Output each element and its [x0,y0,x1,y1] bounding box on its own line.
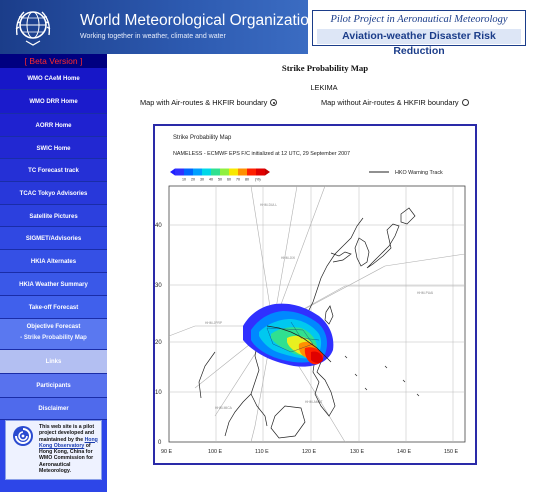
sidebar-item-disclaimer[interactable]: Disclaimer [0,398,107,420]
sidebar-item-label: Satellite Pictures [29,214,78,220]
colorbar-tick: 70 [236,178,240,182]
route-label: HHM-JPRP [205,321,223,325]
option-with-label: Map with Air-routes & HKFIR boundary [140,98,268,107]
strike-probability-swath [243,303,334,367]
colorbar-tick: (%) [255,178,261,182]
radio-with-airroutes[interactable] [270,99,278,106]
hko-link[interactable]: Hong Kong Observatory [39,436,98,449]
wmo-banner: World Meteorological Organization Workin… [0,0,318,54]
sidebar-item-tcac-tokyo-advisories[interactable]: TCAC Tokyo Advisories [0,182,107,205]
sidebar-nav: [ Beta Version ] WMO CAeM Home WMO DRR H… [0,54,107,492]
about-box: This web site is a pilot project develop… [5,420,102,480]
sidebar-item-label: TC Forecast track [28,168,79,174]
lon-label: 140 E [397,449,411,455]
lat-label: 30 [155,283,162,289]
sidebar-item-hkia-weather-summary[interactable]: HKIA Weather Summary [0,273,107,296]
lat-label: 40 [155,223,162,229]
sidebar-item-participants[interactable]: Participants [0,374,107,398]
map-subtitle: NAMELESS - ECMWF EPS F/C initialized at … [173,151,350,157]
sidebar-item-sigmet-advisories[interactable]: SIGMET/Advisories [0,227,107,250]
lon-label: 100 E [208,449,222,455]
lon-label: 90 E [161,449,172,455]
option-without-airroutes[interactable]: Map without Air-routes & HKFIR boundary [321,98,469,107]
lon-label: 120 E [302,449,316,455]
sidebar-item-satellite-pictures[interactable]: Satellite Pictures [0,205,107,227]
lon-label: 110 E [255,449,269,455]
colorbar-tick: 30 [200,178,204,182]
sidebar-item-take-off-forecast[interactable]: Take-off Forecast [0,296,107,319]
pilot-project-banner: Pilot Project in Aeronautical Meteorolog… [312,10,526,57]
strike-probability-map: Strike Probability Map NAMELESS - ECMWF … [153,124,477,465]
sidebar-item-label: Objective Forecast [26,324,81,330]
sidebar-subitem-label: - Strike Probability Map [20,335,87,341]
probability-colorbar: 10 20 30 40 50 60 70 80 (%) [170,168,270,182]
sidebar-item-label: Participants [36,383,71,389]
beta-label: [ Beta Version ] [0,54,107,68]
lon-label: 150 E [444,449,458,455]
map-image: Strike Probability Map NAMELESS - ECMWF … [155,135,466,455]
sidebar-item-label: SIGMET/Advisories [25,236,82,242]
storm-name: LEKIMA [310,83,338,92]
about-text-2: of Hong Kong, China for WMO Commission f… [39,442,94,475]
colorbar-tick: 10 [182,178,186,182]
sidebar-item-label: SWIC Home [36,146,71,152]
sidebar-item-aorr-home[interactable]: AORR Home [0,114,107,137]
sidebar-item-label: Take-off Forecast [28,305,79,311]
org-tagline: Working together in weather, climate and… [80,33,226,40]
sidebar-item-label: Links [45,359,62,365]
radio-without-airroutes[interactable] [461,99,469,106]
colorbar-tick: 50 [218,178,222,182]
sidebar-item-wmo-drr-home[interactable]: WMO DRR Home [0,90,107,114]
sidebar-item-label: TCAC Tokyo Advisories [19,191,88,197]
site-header: World Meteorological Organization Workin… [0,0,550,57]
colorbar-tick: 20 [191,178,195,182]
track-legend-label: HKO Warning Track [395,170,443,176]
route-label: HHM-AMAT [305,400,323,404]
pilot-subtitle: Aviation-weather Disaster Risk Reduction [317,29,521,57]
colorbar-tick: 80 [245,178,249,182]
map-title: Strike Probability Map [173,135,232,141]
sidebar-item-label: AORR Home [35,123,72,129]
sidebar-item-objective-forecast[interactable]: Objective Forecast - Strike Probability M… [0,319,107,350]
sidebar-item-swic-home[interactable]: SWIC Home [0,137,107,159]
map-plot-area: HHM-DULL HHM-JIXI HHM-PUAI HHM-JPRP HHM-… [168,185,466,443]
about-text-1: This web site is a pilot project develop… [39,424,95,443]
hko-warning-track [266,325,332,363]
lat-label: 10 [155,390,162,396]
option-with-airroutes[interactable]: Map with Air-routes & HKFIR boundary [140,98,278,107]
lat-label: 20 [155,340,162,346]
sidebar-item-label: WMO CAeM Home [27,76,80,82]
sidebar-item-hkia-alternates[interactable]: HKIA Alternates [0,250,107,273]
sidebar-item-tc-forecast-track[interactable]: TC Forecast track [0,159,107,182]
route-label: HHM-PUAI [417,291,433,295]
about-text: This web site is a pilot project develop… [9,424,100,474]
wmo-logo-icon[interactable] [12,7,54,47]
sidebar-item-label: WMO DRR Home [29,99,78,105]
option-without-label: Map without Air-routes & HKFIR boundary [321,98,459,107]
colorbar-tick: 60 [227,178,231,182]
sidebar-item-links[interactable]: Links [0,350,107,374]
page-title: Strike Probability Map [281,63,369,73]
route-label: HHM-MICA [215,406,233,410]
sidebar-item-label: Disclaimer [38,406,69,412]
pilot-title: Pilot Project in Aeronautical Meteorolog… [330,14,508,25]
route-label: HHM-DULL [260,203,277,207]
sidebar-item-wmo-caem-home[interactable]: WMO CAeM Home [0,68,107,90]
lon-label: 130 E [350,449,364,455]
sidebar-item-label: HKIA Alternates [30,259,77,265]
lat-label: 0 [158,440,162,446]
colorbar-tick: 40 [209,178,213,182]
org-name: World Meteorological Organization [80,12,318,29]
sidebar-item-label: HKIA Weather Summary [19,282,88,288]
route-label: HHM-JIXI [281,256,295,260]
hko-logo-icon [13,426,33,446]
